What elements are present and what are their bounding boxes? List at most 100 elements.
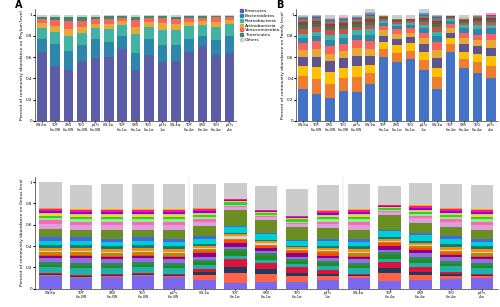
Bar	[184, 39, 194, 52]
Bar	[317, 261, 339, 263]
Bar	[40, 209, 62, 211]
Bar	[338, 26, 348, 29]
Bar	[40, 273, 62, 274]
Bar	[77, 17, 86, 21]
Bar	[406, 37, 415, 43]
Bar	[378, 207, 400, 208]
Bar	[419, 18, 428, 20]
Bar	[224, 16, 234, 17]
Bar	[366, 73, 375, 84]
Bar	[194, 208, 216, 209]
Bar	[130, 20, 140, 27]
Bar	[325, 72, 335, 84]
Bar	[366, 16, 375, 17]
Bar	[392, 34, 402, 39]
Bar	[158, 62, 167, 121]
Bar	[410, 257, 432, 260]
Bar	[406, 43, 415, 51]
Bar	[317, 274, 339, 276]
Bar	[286, 223, 308, 224]
Bar	[348, 230, 370, 239]
Bar	[459, 68, 469, 121]
Bar	[378, 21, 388, 23]
Bar	[471, 230, 493, 239]
Bar	[338, 44, 348, 51]
Bar	[90, 14, 100, 17]
Bar	[325, 21, 335, 22]
Bar	[40, 248, 62, 251]
Bar	[378, 215, 400, 230]
Bar	[317, 224, 339, 228]
Bar	[378, 259, 400, 262]
Bar	[194, 249, 216, 251]
Bar	[132, 220, 154, 222]
Bar	[392, 39, 402, 45]
Bar	[312, 94, 322, 121]
Bar	[440, 247, 462, 250]
Bar	[317, 213, 339, 215]
Bar	[298, 34, 308, 38]
Bar	[70, 248, 92, 251]
Bar	[378, 36, 388, 42]
Bar	[410, 250, 432, 254]
Bar	[378, 243, 400, 246]
Bar	[459, 14, 469, 18]
Bar	[440, 220, 462, 222]
Bar	[171, 24, 180, 30]
Bar	[40, 274, 62, 275]
Bar	[378, 242, 400, 243]
Bar	[446, 17, 456, 18]
Bar	[440, 215, 462, 217]
Bar	[472, 17, 482, 18]
Bar	[194, 262, 216, 265]
Bar	[224, 227, 246, 233]
Bar	[378, 49, 388, 57]
Bar	[211, 17, 221, 22]
Bar	[392, 21, 402, 22]
Bar	[132, 215, 154, 217]
Bar	[40, 251, 62, 252]
Bar	[286, 276, 308, 282]
Bar	[298, 25, 308, 29]
Bar	[132, 245, 154, 248]
Bar	[40, 256, 62, 258]
Bar	[298, 43, 308, 50]
Bar	[378, 204, 400, 206]
Bar	[378, 230, 400, 231]
Bar	[194, 211, 216, 213]
Bar	[348, 263, 370, 266]
Bar	[352, 48, 362, 56]
Bar	[366, 29, 375, 35]
Bar	[317, 239, 339, 241]
Bar	[472, 18, 482, 20]
Bar	[130, 34, 140, 53]
Bar	[298, 14, 308, 16]
Bar	[410, 233, 432, 235]
Bar	[194, 184, 216, 208]
Bar	[440, 276, 462, 279]
Bar	[224, 200, 246, 201]
Bar	[298, 38, 308, 43]
Bar	[90, 17, 100, 19]
Bar	[325, 40, 335, 46]
Bar	[432, 14, 442, 16]
Bar	[486, 48, 496, 56]
Bar	[132, 275, 154, 276]
Bar	[432, 89, 442, 121]
Bar	[471, 225, 493, 230]
Bar	[317, 256, 339, 258]
Bar	[162, 225, 185, 230]
Bar	[471, 220, 493, 222]
Bar	[224, 233, 246, 234]
Bar	[101, 210, 123, 212]
Bar	[298, 19, 308, 20]
Bar	[101, 215, 123, 217]
Bar	[410, 245, 432, 246]
Bar	[317, 216, 339, 217]
Bar	[446, 18, 456, 19]
Bar	[317, 280, 339, 289]
Bar	[348, 254, 370, 256]
Bar	[162, 215, 185, 217]
Bar	[325, 24, 335, 27]
Bar	[432, 36, 442, 42]
